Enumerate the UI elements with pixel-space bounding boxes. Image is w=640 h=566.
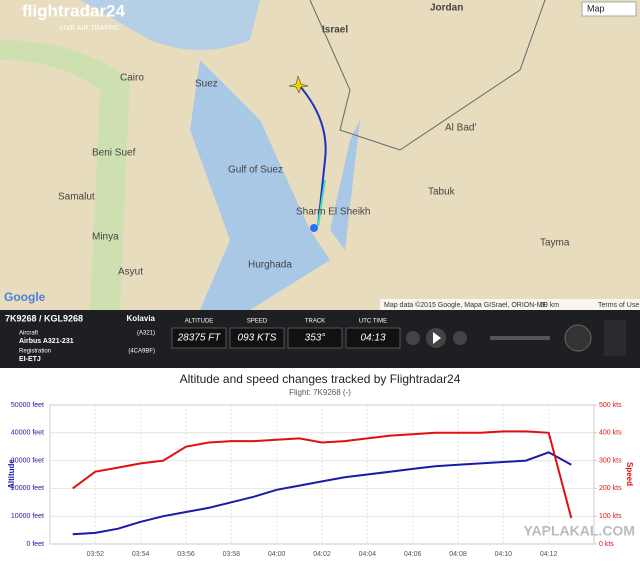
plot-border (49, 404, 595, 545)
place-label: Jordan (430, 3, 463, 14)
readouts: ALTITUDE 28375 FT SPEED 093 KTS TRACK 353° UTC… (171, 319, 401, 349)
y2-tick-label: 300 kts (599, 457, 622, 464)
chart: Altitude and speed changes tracked by Fl… (7, 372, 635, 558)
aircraft-code: (A321) (137, 331, 155, 337)
readout-label: ALTITUDE (185, 319, 214, 325)
readout-label: SPEED (247, 319, 268, 325)
rewind-button[interactable] (406, 331, 420, 345)
side-buttons[interactable] (604, 320, 626, 356)
x-tick-label: 04:00 (268, 551, 286, 558)
readout-box (171, 327, 227, 349)
place-label: Gulf of Suez (228, 165, 283, 176)
readout-value: 28375 FT (177, 333, 222, 344)
readout-value: 353° (305, 333, 326, 344)
x-tick-label: 04:12 (540, 551, 558, 558)
map-type: Map (587, 3, 605, 13)
play-icon (433, 332, 441, 344)
flight-path-climb (317, 179, 326, 227)
place-label: Al Bad' (445, 123, 476, 134)
y-tick-label: 50000 feet (11, 402, 44, 409)
y-tick-label: 10000 feet (11, 513, 44, 520)
google-logo: Google (4, 290, 46, 304)
readout-label: UTC TIME (359, 319, 387, 325)
y-tick-label: 30000 feet (11, 457, 44, 464)
tagline: LIVE AIR TRAFFIC (60, 25, 120, 32)
x-tick-label: 04:10 (495, 551, 513, 558)
forward-button[interactable] (453, 331, 467, 345)
map: flightradar24 LIVE AIR TRAFFIC Map Jorda… (0, 0, 640, 310)
place-label: Tayma (540, 238, 570, 249)
map-type-select[interactable] (581, 1, 637, 17)
readout-value: 04:13 (360, 333, 385, 344)
x-tick-label: 04:08 (449, 551, 467, 558)
registration: EI-ETJ (19, 356, 41, 363)
series-line (72, 451, 572, 536)
place-labels: Jordan Israel Cairo Suez Beni Suef Samalut Min… (58, 3, 570, 278)
attribution-bar (380, 299, 640, 310)
gulf-aqaba (330, 120, 360, 250)
aircraft: Airbus A321-231 (19, 338, 74, 345)
y-tick-label: 20000 feet (11, 485, 44, 492)
readout-value: 093 KTS (238, 333, 277, 344)
series-line (72, 430, 573, 519)
place-label: Tabuk (428, 187, 456, 198)
x-tick-label: 04:02 (313, 551, 331, 558)
y-tick-label: 0 feet (26, 541, 44, 548)
flight-path (297, 83, 327, 227)
nile-valley (0, 40, 130, 310)
place-label: Israel (322, 25, 348, 36)
y2-tick-label: 400 kts (599, 430, 622, 437)
sea (0, 0, 260, 50)
border (309, 0, 546, 151)
place-label: Suez (195, 79, 218, 90)
y2-tick-label: 500 kts (599, 402, 622, 409)
x-tick-label: 04:06 (404, 551, 422, 558)
attribution: Map data ©2015 Google, Mapa GISrael, ORI… (384, 301, 547, 309)
timeline[interactable] (490, 336, 550, 340)
place-label: Minya (92, 232, 119, 243)
y2-tick-label: 0 kts (599, 541, 614, 548)
y-tick-label: 40000 feet (11, 430, 44, 437)
info-panel: 7K9268 / KGL9268 Kolavia Aircraft (A321)… (0, 310, 640, 368)
place-label: Sharm El Sheikh (296, 207, 370, 218)
registration-label: Registration (19, 349, 51, 355)
terms[interactable]: Terms of Use (598, 302, 639, 309)
place-label: Hurghada (248, 260, 292, 271)
origin-marker (310, 224, 318, 232)
chart-title: Altitude and speed changes tracked by Fl… (180, 372, 461, 386)
x-tick-label: 03:56 (177, 551, 195, 558)
place-label: Asyut (118, 267, 143, 278)
x-tick-label: 03:54 (132, 551, 150, 558)
y2-tick-label: 100 kts (599, 513, 622, 520)
watermark: YAPLAKAL.COM (524, 523, 636, 539)
y-axis-title: Altitude (7, 459, 16, 489)
aircraft-icon[interactable] (288, 75, 309, 94)
readout-label: TRACK (305, 319, 325, 325)
scale: 50 km (540, 302, 559, 309)
y2-tick-label: 200 kts (599, 485, 622, 492)
aircraft-label: Aircraft (19, 331, 38, 337)
place-label: Samalut (58, 192, 95, 203)
y2-axis-title: Speed (625, 462, 634, 486)
center-button[interactable] (564, 324, 592, 352)
x-tick-label: 04:04 (359, 551, 377, 558)
airline: Kolavia (127, 314, 156, 323)
flight-number: 7K9268 / KGL9268 (5, 313, 83, 323)
chart-subtitle: Flight: 7K9268 (-) (289, 388, 351, 397)
place-label: Beni Suef (92, 148, 136, 159)
readout-box (229, 327, 285, 349)
red-sea (190, 60, 330, 310)
hex: (4CA9BF) (128, 349, 155, 355)
brand: flightradar24 (22, 1, 126, 20)
x-tick-label: 03:52 (87, 551, 105, 558)
readout-box (287, 327, 343, 349)
readout-box (345, 327, 401, 349)
place-label: Cairo (120, 73, 144, 84)
x-tick-label: 03:58 (223, 551, 241, 558)
